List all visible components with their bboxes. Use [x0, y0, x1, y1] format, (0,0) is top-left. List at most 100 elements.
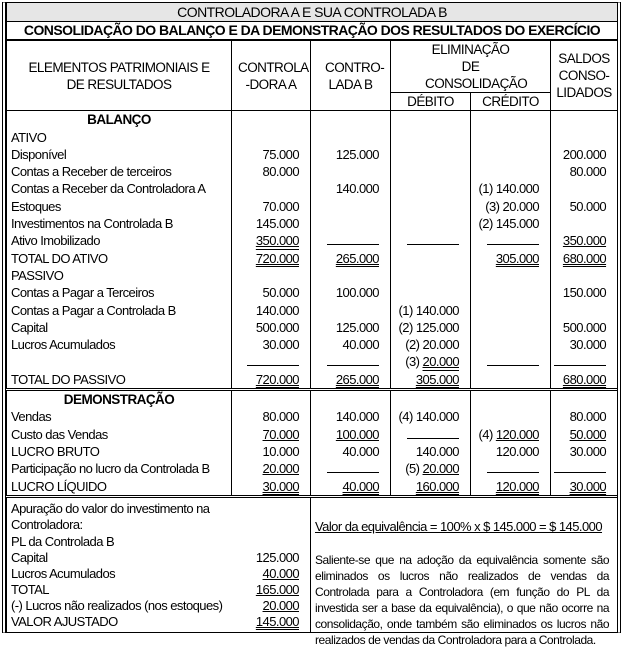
table-row: LUCRO LÍQUIDO 30.000 40.000 160.000 120.000 3…	[6, 477, 619, 497]
apuracao-line: TOTAL 165.000	[11, 582, 300, 598]
cell-value: 80.000	[262, 409, 300, 425]
cell-debito	[390, 180, 471, 198]
apuracao-value: 165.000	[255, 582, 300, 598]
apuracao-line: Capital 125.000	[11, 550, 300, 566]
cell-saldos: 80.000	[549, 408, 619, 426]
cell-controlada: 100.000	[310, 283, 391, 302]
cell-controlada	[310, 162, 391, 181]
table-row: CONTROLADORA A E SUA CONTROLADA B	[5, 3, 619, 22]
header-debito: DÉBITO	[390, 92, 471, 111]
table-row: Investimentos na Controlada B 145.000 (2) …	[6, 214, 619, 233]
section-demonstracao: DEMONSTRAÇÃO	[6, 387, 232, 409]
cell-value	[554, 353, 607, 367]
cell-credito	[470, 283, 551, 302]
cell-debito	[390, 214, 471, 233]
cell-debito	[390, 162, 471, 181]
cell-value: 160.000	[415, 478, 460, 494]
cell-value: 140.000	[335, 409, 380, 425]
cell-debito: (2) 125.000	[390, 318, 471, 336]
cell-saldos	[549, 214, 619, 233]
cell-value	[487, 232, 539, 246]
cell-value: 500.000	[255, 319, 300, 335]
cell-credito	[470, 232, 551, 250]
cell-value: 50.000	[262, 285, 300, 301]
cell-controladora: 70.000	[231, 197, 311, 215]
cell-label: Lucros Acumulados	[6, 335, 232, 354]
cell-saldos	[549, 128, 619, 146]
apuracao-box: Apuração do valor do investimento na Cont…	[6, 494, 311, 632]
cell-value	[327, 353, 379, 367]
cell-label: Disponível	[6, 145, 232, 163]
table-row: TOTAL DO PASSIVO 720.000 265.000 305.000 680…	[6, 370, 619, 390]
cell-value: 40.000	[342, 337, 380, 353]
cell-label: Ativo Imobilizado	[6, 232, 232, 250]
table-row: Custo das Vendas 70.000 100.000 (4) 120.000…	[6, 425, 619, 443]
cell-controlada: 40.000	[310, 335, 391, 354]
cell-value: 140.000	[415, 409, 460, 425]
cell-value: 140.000	[255, 302, 300, 318]
apuracao-line: (-) Lucros não realizados (nos estoques)…	[11, 598, 300, 614]
table-row: Contas a Pagar a Terceiros 50.000 100.000 1…	[6, 283, 619, 302]
apuracao-value: 20.000	[262, 598, 300, 614]
cell-credito	[470, 335, 551, 354]
cell-controladora: 350.000	[231, 232, 311, 250]
table-row: ATIVO	[6, 128, 619, 146]
cell-value: 125.000	[335, 146, 380, 162]
cell-label: Contas a Pagar a Terceiros	[6, 283, 232, 302]
cell-value: 30.000	[569, 337, 607, 353]
cell-value	[554, 460, 607, 474]
cell-debito: (4) 140.000	[390, 408, 471, 426]
cell-controlada	[310, 459, 391, 478]
cell-value: 30.000	[569, 478, 607, 494]
cell-controlada	[310, 128, 391, 146]
cell-value: 140.000	[415, 302, 460, 318]
cell-value: 350.000	[562, 233, 607, 249]
cell-debito: (2) 20.000	[390, 335, 471, 354]
apuracao-value: 125.000	[255, 550, 300, 566]
cell-value: 680.000	[562, 371, 607, 387]
cell-label: Capital	[6, 318, 232, 336]
cell-label: LUCRO BRUTO	[6, 442, 232, 460]
cell-credito: (1) 140.000	[470, 180, 551, 198]
cell-debito	[390, 425, 471, 443]
cell-credito: 120.000	[470, 477, 551, 497]
cell-controlada: 125.000	[310, 318, 391, 336]
cell-value: 720.000	[255, 371, 300, 387]
cell-value: 30.000	[262, 337, 300, 353]
cell-controladora	[231, 353, 311, 371]
cell-value: 120.000	[495, 443, 540, 459]
header-credito: CRÉDITO	[470, 92, 551, 111]
cell-value: 350.000	[255, 233, 300, 249]
cell-value: 20.000	[422, 337, 460, 353]
cell-controlada: 140.000	[310, 408, 391, 426]
cell-debito: 305.000	[390, 370, 471, 390]
cell-saldos	[549, 266, 619, 284]
cell-controlada	[310, 266, 391, 284]
equivalence-formula: Valor da equivalência = 100% x $ 145.000…	[315, 518, 603, 534]
explanatory-note: Saliente-se que na adoção da equivalênci…	[315, 552, 610, 647]
cell-credito	[470, 162, 551, 181]
cell-saldos	[549, 353, 619, 371]
cell-value	[407, 426, 459, 439]
cell-label: LUCRO LÍQUIDO	[6, 477, 232, 497]
cell-value	[247, 353, 299, 367]
table-row: Vendas 80.000 140.000 (4) 140.000 80.000	[6, 408, 619, 426]
cell-credito	[470, 145, 551, 163]
cell-label: Contas a Pagar a Controlada B	[6, 301, 232, 319]
cell-saldos: 500.000	[549, 318, 619, 336]
cell-value: 265.000	[335, 371, 380, 387]
cell-saldos: 680.000	[549, 370, 619, 390]
header-controlada: CONTRO- LADA B	[310, 40, 391, 111]
cell-value: 20.000	[502, 198, 540, 214]
cell-controlada	[310, 353, 391, 371]
cell-value: 100.000	[335, 426, 380, 442]
table-row: Contas a Receber de terceiros 80.000 80.00…	[6, 162, 619, 181]
table-row: Contas a Receber da Controladora A 140.00…	[6, 180, 619, 198]
cell-saldos: 30.000	[549, 477, 619, 497]
cell-credito	[470, 318, 551, 336]
cell-debito: (3) 20.000	[390, 353, 471, 371]
cell-value	[327, 232, 379, 246]
header-saldos: SALDOS CONSO- LIDADOS	[549, 40, 619, 111]
apuracao-intro: Controladora:	[11, 517, 83, 533]
